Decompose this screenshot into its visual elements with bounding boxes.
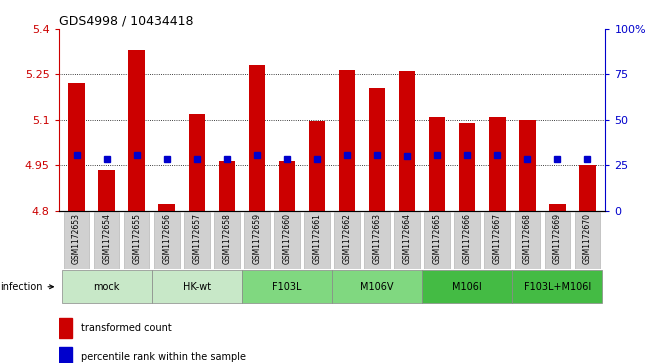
FancyBboxPatch shape [422,270,512,303]
FancyBboxPatch shape [424,212,450,269]
FancyBboxPatch shape [334,212,360,269]
Text: GSM1172653: GSM1172653 [72,213,81,264]
Bar [309,121,326,211]
Text: GSM1172666: GSM1172666 [463,213,472,264]
Text: GSM1172659: GSM1172659 [253,213,262,264]
FancyBboxPatch shape [184,212,210,269]
Bar [279,160,295,211]
FancyBboxPatch shape [244,212,270,269]
FancyBboxPatch shape [575,212,600,269]
Text: GSM1172662: GSM1172662 [342,213,352,264]
Bar [459,123,475,211]
Bar [339,70,355,211]
Text: GSM1172667: GSM1172667 [493,213,502,264]
FancyBboxPatch shape [94,212,119,269]
Bar [369,88,385,211]
Text: GSM1172658: GSM1172658 [223,213,231,264]
FancyBboxPatch shape [545,212,570,269]
FancyBboxPatch shape [64,212,89,269]
Bar [519,120,536,211]
Text: GSM1172670: GSM1172670 [583,213,592,264]
FancyBboxPatch shape [304,212,330,269]
Text: GSM1172655: GSM1172655 [132,213,141,264]
FancyBboxPatch shape [484,212,510,269]
Bar [189,114,205,211]
Bar [68,83,85,211]
Bar [549,204,566,211]
Text: GSM1172664: GSM1172664 [402,213,411,264]
FancyBboxPatch shape [274,212,299,269]
FancyBboxPatch shape [512,270,602,303]
Text: GSM1172656: GSM1172656 [162,213,171,264]
Text: F103L: F103L [272,282,301,292]
Text: GSM1172668: GSM1172668 [523,213,532,264]
Text: GSM1172669: GSM1172669 [553,213,562,264]
Text: M106V: M106V [361,282,394,292]
Text: GSM1172654: GSM1172654 [102,213,111,264]
Text: infection: infection [0,282,53,292]
Bar [98,170,115,211]
FancyBboxPatch shape [332,270,422,303]
Bar [399,72,415,211]
Bar [59,347,72,363]
Bar [579,165,596,211]
Text: F103L+M106I: F103L+M106I [524,282,591,292]
FancyBboxPatch shape [514,212,540,269]
Bar [249,65,265,211]
Text: GSM1172660: GSM1172660 [283,213,292,264]
Text: transformed count: transformed count [81,323,172,334]
FancyBboxPatch shape [242,270,332,303]
Bar [59,318,72,338]
Text: GSM1172657: GSM1172657 [192,213,201,264]
FancyBboxPatch shape [154,212,180,269]
FancyBboxPatch shape [152,270,242,303]
Bar [489,117,506,211]
Text: GDS4998 / 10434418: GDS4998 / 10434418 [59,15,193,28]
FancyBboxPatch shape [62,270,152,303]
Bar [158,204,175,211]
FancyBboxPatch shape [365,212,390,269]
Text: mock: mock [94,282,120,292]
FancyBboxPatch shape [124,212,150,269]
Text: GSM1172665: GSM1172665 [433,213,441,264]
Text: GSM1172663: GSM1172663 [372,213,381,264]
FancyBboxPatch shape [214,212,240,269]
Text: M106I: M106I [452,282,482,292]
Text: GSM1172661: GSM1172661 [312,213,322,264]
Text: HK-wt: HK-wt [183,282,211,292]
FancyBboxPatch shape [395,212,420,269]
Text: percentile rank within the sample: percentile rank within the sample [81,352,246,363]
FancyBboxPatch shape [454,212,480,269]
Bar [219,160,235,211]
Bar [429,117,445,211]
Bar [128,50,145,211]
